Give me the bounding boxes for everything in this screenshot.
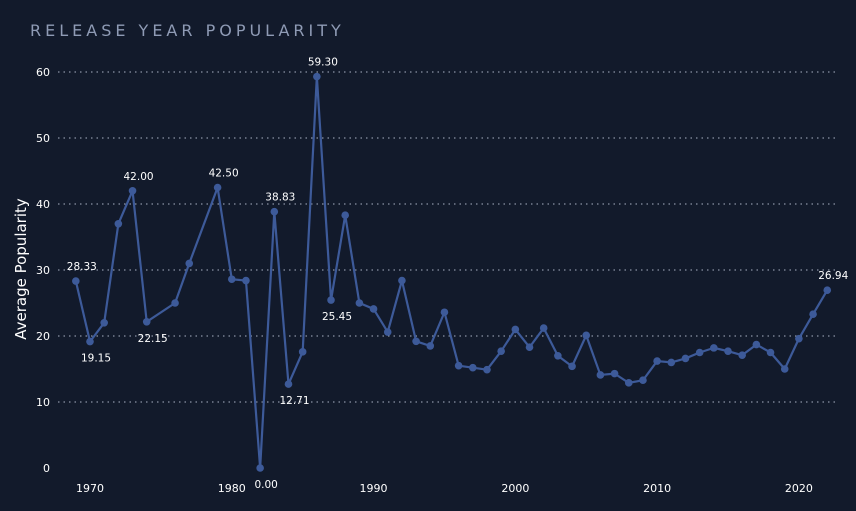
data-point [398,276,406,285]
data-point [766,348,775,357]
y-tick-label: 10 [36,396,50,409]
data-point [256,464,264,472]
y-axis-ticks: 0 10 20 30 40 50 60 [36,66,50,475]
data-label: 25.45 [322,311,352,323]
data-point [440,308,449,317]
data-point [227,275,236,284]
data-point [72,277,80,285]
x-tick-label: 1990 [360,482,388,495]
y-tick-label: 20 [36,330,50,343]
data-point [681,354,690,363]
data-label: 26.94 [818,270,848,282]
data-point [185,259,194,268]
data-point [86,337,94,346]
data-point [554,352,562,360]
data-point [483,365,491,374]
y-tick-label: 30 [36,264,50,277]
data-point [525,343,534,352]
data-point [780,365,789,373]
data-point [497,347,505,355]
data-labels: 28.33 19.15 42.00 22.15 42.50 0.00 38.83 12.71 5… [67,57,849,491]
data-point [795,334,803,343]
x-tick-label: 2020 [785,482,813,495]
data-point [284,380,293,388]
data-point [213,183,222,192]
data-point [298,348,307,356]
y-tick-label: 0 [43,462,50,475]
data-point [752,340,761,349]
x-tick-label: 1980 [218,482,246,495]
y-axis-label: Average Popularity [12,198,30,340]
data-point [469,363,477,372]
chart-title: RELEASE YEAR POPULARITY [30,21,345,40]
data-label: 28.33 [67,261,97,273]
data-point [511,325,520,334]
x-tick-label: 2010 [643,482,671,495]
series-group [72,72,832,472]
data-point [710,344,718,352]
data-point [369,305,378,313]
data-point [639,376,647,385]
data-point [653,357,661,365]
data-point [809,310,817,319]
data-point [738,351,746,359]
y-tick-label: 50 [36,132,50,145]
series-line [74,75,829,470]
x-axis-ticks: 1970 1980 1990 2000 2010 2020 [76,482,813,495]
data-point [128,187,137,195]
y-tick-label: 60 [36,66,50,79]
data-point [270,207,279,216]
data-point [412,337,420,346]
data-label: 42.00 [124,171,154,183]
data-point [426,342,435,350]
grid-lines [58,71,836,403]
x-tick-label: 2000 [501,482,529,495]
data-point [114,220,123,228]
data-point [383,328,392,336]
data-point [355,299,364,307]
data-point [539,324,548,332]
data-label: 19.15 [81,353,111,365]
data-point [582,331,591,340]
data-point [242,276,250,285]
data-point [695,348,704,357]
y-tick-label: 40 [36,198,50,211]
data-point [568,362,576,371]
data-point [341,211,350,220]
data-point [313,72,321,81]
data-point [624,379,633,387]
data-point [327,296,335,304]
data-label: 12.71 [279,395,309,407]
data-point [142,318,151,326]
data-point [100,319,108,327]
x-tick-label: 1970 [76,482,104,495]
data-point [823,286,832,294]
data-point [667,358,676,367]
data-point [454,361,463,370]
data-point [596,371,605,379]
data-point [724,347,732,355]
data-label: 22.15 [138,333,168,345]
data-point [610,369,619,378]
data-label: 0.00 [254,479,277,491]
data-label: 38.83 [265,192,295,204]
data-label: 59.30 [308,57,338,69]
data-point [171,299,179,307]
data-label: 42.50 [209,168,239,180]
